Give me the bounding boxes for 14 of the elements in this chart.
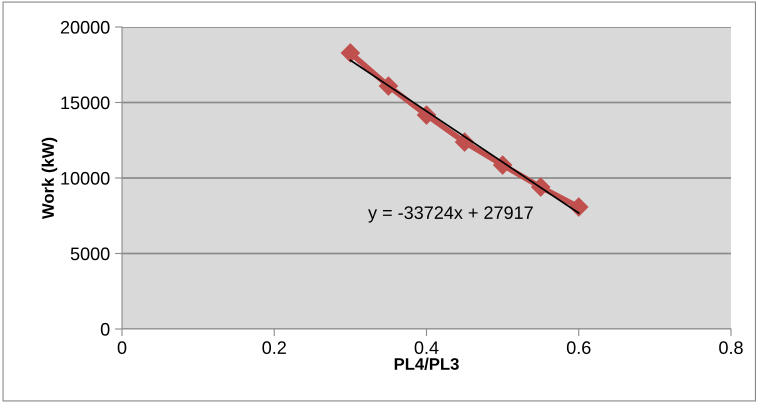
- y-axis-title: Work (kW): [42, 138, 58, 220]
- y-tick-label: 10000: [61, 172, 110, 185]
- point: [340, 43, 360, 63]
- y-tick-label: 20000: [60, 20, 110, 34]
- annotation: y = -33724x + 27917: [368, 206, 533, 223]
- x-tick-label: 0.2: [262, 341, 286, 354]
- x-tick-label: 0.6: [566, 341, 591, 354]
- y-tick-label: 15000: [61, 96, 110, 110]
- y-tick-label: 5000: [70, 247, 110, 260]
- x-tick-label: 0: [118, 341, 126, 354]
- x-tick-label: 0.4: [414, 341, 439, 354]
- x-tick-label: 0.8: [719, 341, 743, 354]
- x-axis-title: PL4/PL3: [394, 358, 459, 370]
- y-tick-label: 0: [100, 322, 110, 336]
